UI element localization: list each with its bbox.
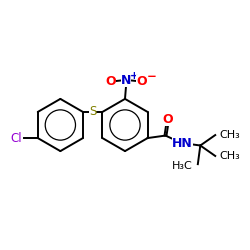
Text: S: S (89, 106, 96, 118)
Text: HN: HN (172, 137, 193, 150)
Text: Cl: Cl (10, 132, 22, 144)
Text: N: N (121, 74, 132, 87)
Text: −: − (147, 70, 157, 83)
Text: CH₃: CH₃ (219, 130, 240, 140)
Text: O: O (136, 75, 147, 88)
Text: CH₃: CH₃ (219, 152, 240, 162)
Text: +: + (130, 71, 139, 81)
Text: O: O (162, 113, 173, 126)
Text: O: O (106, 75, 116, 88)
Text: H₃C: H₃C (172, 161, 193, 171)
